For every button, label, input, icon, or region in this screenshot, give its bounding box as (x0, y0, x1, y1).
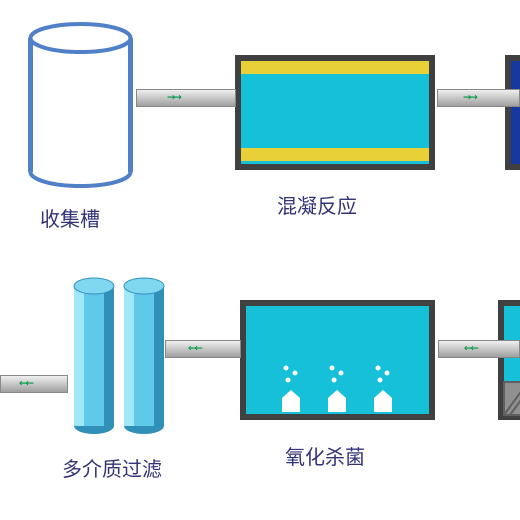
arrow-2: →→ (437, 89, 520, 107)
arrow-4: ←← (165, 340, 241, 358)
oxidation-tank (240, 300, 435, 425)
label-oxidation: 氧化杀菌 (285, 441, 365, 470)
filter-cylinders (72, 275, 172, 440)
tank-edge-right-bottom (498, 300, 520, 425)
label-collection-tank: 收集槽 (40, 203, 100, 232)
arrow-1: →→ (136, 89, 236, 107)
tank-edge-right-top (505, 55, 520, 175)
coagulation-tank (235, 55, 435, 175)
arrow-5: ←← (0, 375, 68, 393)
arrow-3: ←← (438, 340, 520, 358)
label-filter: 多介质过滤 (62, 453, 162, 482)
label-coagulation: 混凝反应 (277, 190, 357, 219)
collection-cylinder (28, 22, 133, 197)
